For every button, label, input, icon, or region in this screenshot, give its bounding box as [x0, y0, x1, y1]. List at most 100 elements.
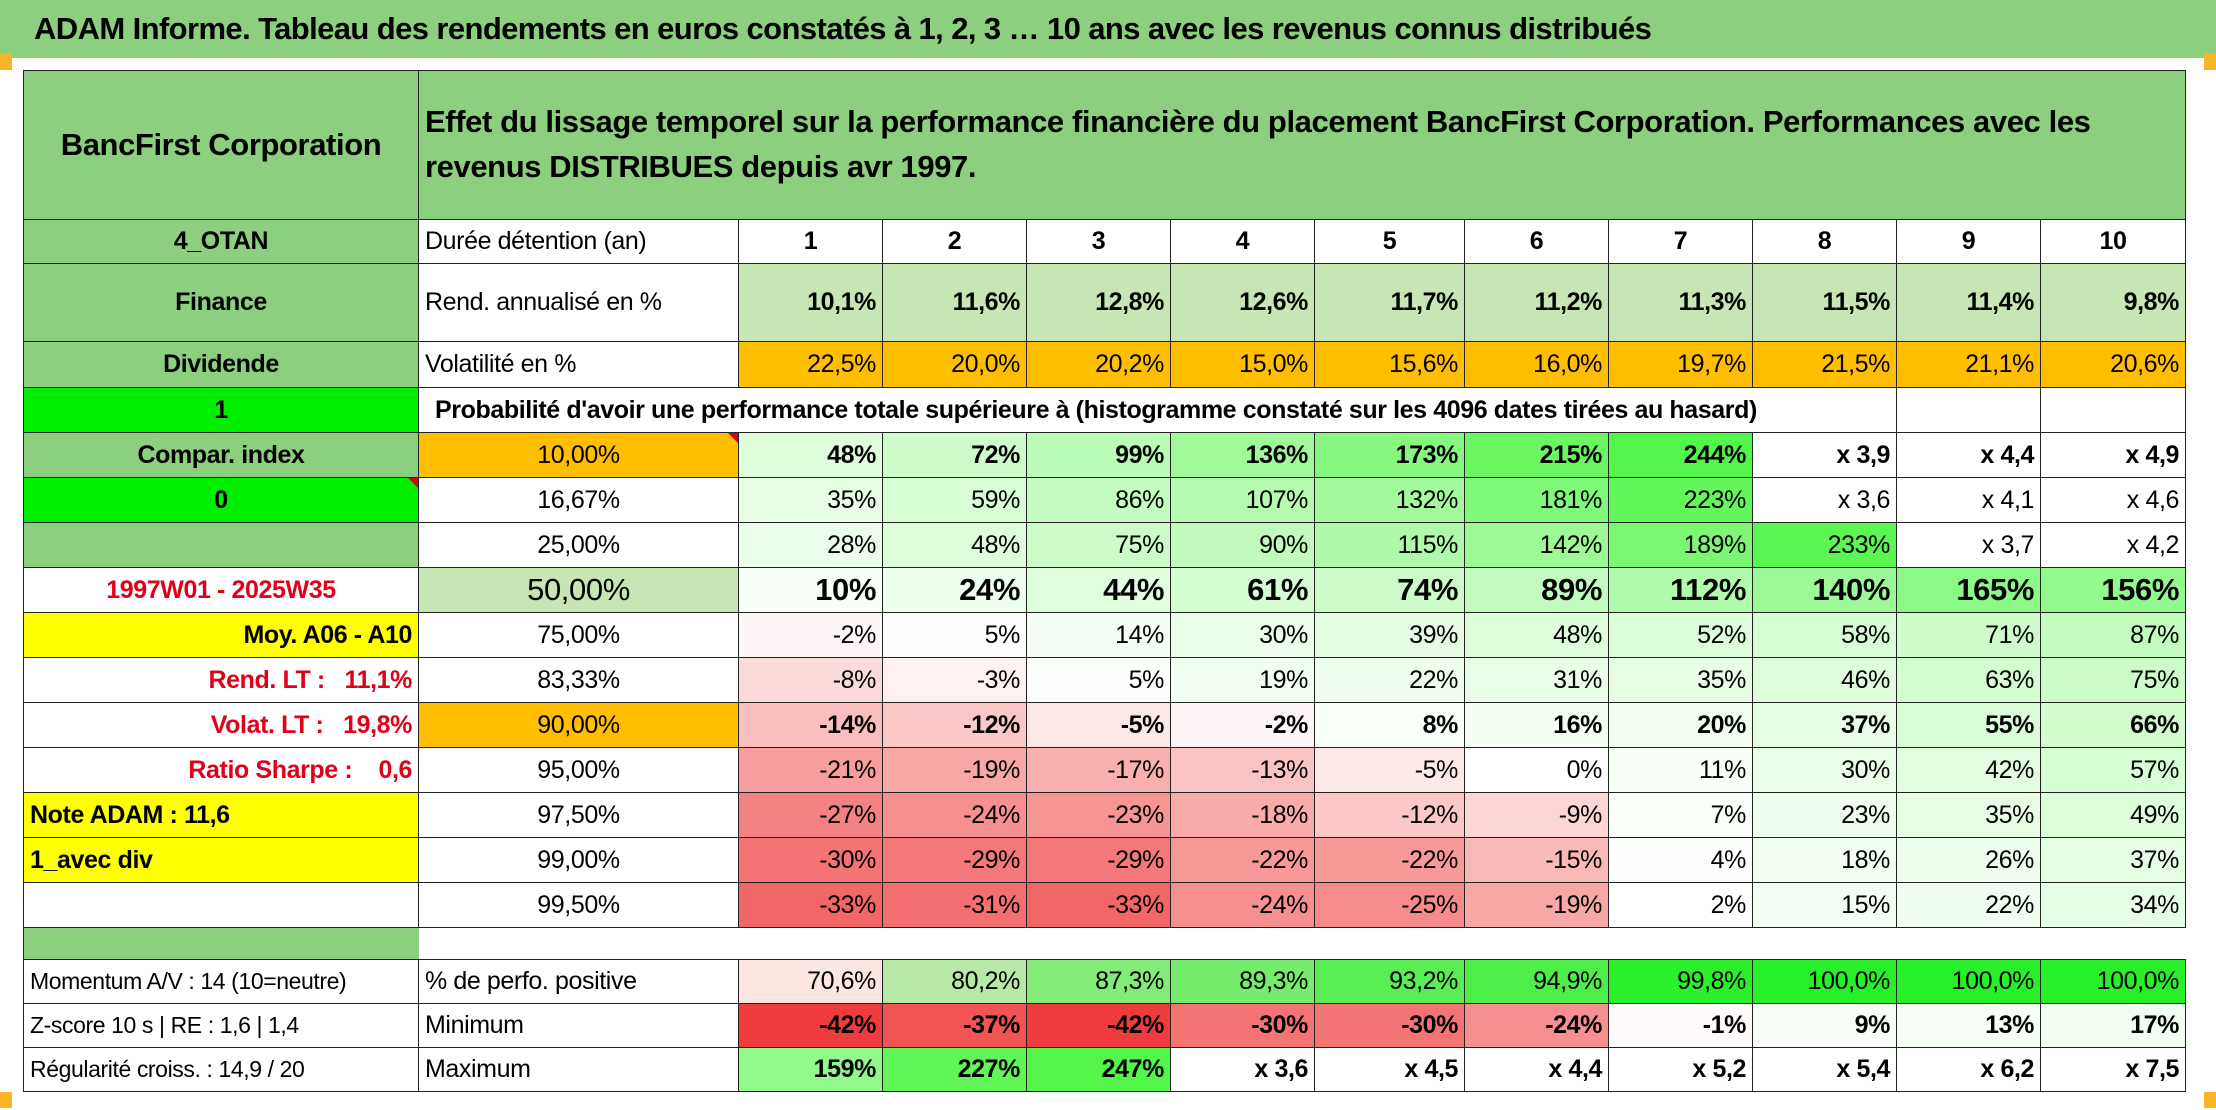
percentile-cell: 42%	[1896, 747, 2041, 793]
maximum-cell: x 5,2	[1608, 1047, 1753, 1092]
volat-value: 20,2%	[1026, 341, 1171, 388]
zero-cell: 0	[23, 477, 419, 523]
rend-value: 11,2%	[1464, 263, 1609, 342]
percentile-cell: 15%	[1752, 882, 1897, 928]
minimum-cell: 13%	[1896, 1003, 2041, 1048]
separator-gap	[418, 927, 2186, 960]
percentile-cell: 37%	[1752, 702, 1897, 748]
percentile-cell: -5%	[1314, 747, 1465, 793]
percentile-cell: 7%	[1608, 792, 1753, 838]
maximum-cell: x 4,5	[1314, 1047, 1465, 1092]
maximum-cell: 247%	[1026, 1047, 1171, 1092]
year-header: 1	[738, 219, 883, 264]
percentile-cell: 57%	[2040, 747, 2186, 793]
percentile-cell: -3%	[882, 657, 1027, 703]
percentile-cell: x 4,1	[1896, 477, 2041, 523]
positive-cell: 93,2%	[1314, 959, 1465, 1004]
minimum-cell: -1%	[1608, 1003, 1753, 1048]
rend-lt-label: Rend. LT : 11,1%	[23, 657, 419, 703]
positive-cell: 80,2%	[882, 959, 1027, 1004]
percentile-cell: 140%	[1752, 567, 1897, 613]
moy-label: Moy. A06 - A10	[23, 612, 419, 658]
percentile-cell: 10%	[738, 567, 883, 613]
maximum-cell: 159%	[738, 1047, 883, 1092]
compar-index-label: Compar. index	[23, 432, 419, 478]
percentile-cell: -8%	[738, 657, 883, 703]
empty-cell	[1896, 387, 2041, 433]
year-header: 4	[1170, 219, 1315, 264]
volat-value: 21,5%	[1752, 341, 1897, 388]
corner-marker	[0, 1092, 12, 1108]
percentile-cell: 26%	[1896, 837, 2041, 883]
percentile-cell: 66%	[2040, 702, 2186, 748]
percentile-cell: -22%	[1170, 837, 1315, 883]
volat-value: 16,0%	[1464, 341, 1609, 388]
maximum-cell: x 6,2	[1896, 1047, 2041, 1092]
maximum-label: Maximum	[418, 1047, 739, 1092]
positive-cell: 100,0%	[2040, 959, 2186, 1004]
positive-cell: 70,6%	[738, 959, 883, 1004]
percentile-cell: 72%	[882, 432, 1027, 478]
percentile-cell: 86%	[1026, 477, 1171, 523]
holding-label: Durée détention (an)	[418, 219, 739, 264]
year-header: 8	[1752, 219, 1897, 264]
percentile-label: 97,50%	[418, 792, 739, 838]
corner-marker	[2204, 1092, 2216, 1108]
percentile-cell: 165%	[1896, 567, 2041, 613]
rend-value: 11,5%	[1752, 263, 1897, 342]
positive-cell: 94,9%	[1464, 959, 1609, 1004]
percentile-cell: 58%	[1752, 612, 1897, 658]
percentile-cell: 28%	[738, 522, 883, 568]
percentile-cell: 30%	[1752, 747, 1897, 793]
percentile-cell: 63%	[1896, 657, 2041, 703]
avec-div-label: 1_avec div	[23, 837, 419, 883]
percentile-cell: 48%	[1464, 612, 1609, 658]
percentile-cell: x 3,7	[1896, 522, 2041, 568]
type-label: Dividende	[23, 341, 419, 388]
percentile-cell: 22%	[1314, 657, 1465, 703]
percentile-cell: 75%	[2040, 657, 2186, 703]
percentile-cell: 52%	[1608, 612, 1753, 658]
rend-value: 12,6%	[1170, 263, 1315, 342]
maximum-cell: x 4,4	[1464, 1047, 1609, 1092]
percentile-cell: -29%	[882, 837, 1027, 883]
performance-table: BancFirst Corporation Effet du lissage t…	[23, 70, 2186, 1092]
percentile-cell: 24%	[882, 567, 1027, 613]
minimum-cell: 17%	[2040, 1003, 2186, 1048]
rend-value: 9,8%	[2040, 263, 2186, 342]
percentile-cell: 46%	[1752, 657, 1897, 703]
year-header: 9	[1896, 219, 2041, 264]
positive-cell: 100,0%	[1752, 959, 1897, 1004]
percentile-cell: 244%	[1608, 432, 1753, 478]
percentile-label: 99,50%	[418, 882, 739, 928]
note-adam-label: Note ADAM : 11,6	[23, 792, 419, 838]
rend-value: 11,3%	[1608, 263, 1753, 342]
percentile-cell: 48%	[738, 432, 883, 478]
percentile-label: 75,00%	[418, 612, 739, 658]
year-header: 7	[1608, 219, 1753, 264]
volat-label: Volatilité en %	[418, 341, 739, 388]
minimum-cell: -30%	[1314, 1003, 1465, 1048]
positive-label: % de perfo. positive	[418, 959, 739, 1004]
percentile-cell: -23%	[1026, 792, 1171, 838]
positive-cell: 100,0%	[1896, 959, 2041, 1004]
percentile-label: 90,00%	[418, 702, 739, 748]
percentile-cell: 11%	[1608, 747, 1753, 793]
maximum-cell: x 3,6	[1170, 1047, 1315, 1092]
percentile-cell: x 4,4	[1896, 432, 2041, 478]
percentile-label: 99,00%	[418, 837, 739, 883]
percentile-cell: 223%	[1608, 477, 1753, 523]
minimum-cell: -30%	[1170, 1003, 1315, 1048]
volat-value: 20,0%	[882, 341, 1027, 388]
year-header: 5	[1314, 219, 1465, 264]
percentile-cell: 115%	[1314, 522, 1465, 568]
percentile-cell: -15%	[1464, 837, 1609, 883]
report-title: ADAM Informe. Tableau des rendements en …	[0, 0, 2216, 58]
positive-cell: 99,8%	[1608, 959, 1753, 1004]
percentile-cell: -33%	[738, 882, 883, 928]
zscore-label: Z-score 10 s | RE : 1,6 | 1,4	[23, 1003, 419, 1048]
rend-value: 12,8%	[1026, 263, 1171, 342]
percentile-cell: -19%	[1464, 882, 1609, 928]
percentile-cell: 136%	[1170, 432, 1315, 478]
percentile-cell: -29%	[1026, 837, 1171, 883]
